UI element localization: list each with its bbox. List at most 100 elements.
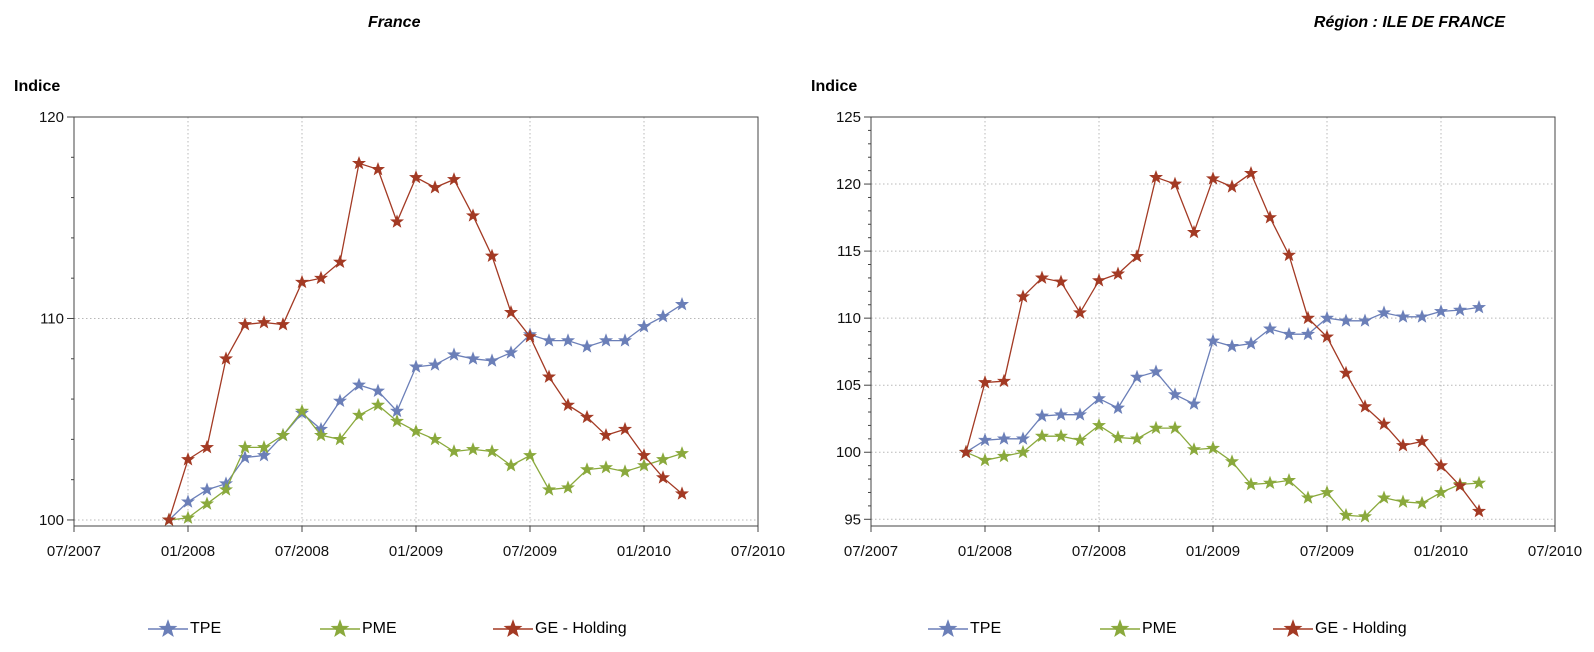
- series-line: [965, 306, 1480, 453]
- data-point: [332, 254, 348, 269]
- data-point: [1471, 475, 1487, 490]
- data-point: [465, 442, 481, 456]
- data-point: [408, 359, 424, 373]
- data-point: [1395, 494, 1411, 508]
- legend-label: PME: [362, 620, 397, 637]
- x-axis: 07/2007 01/2008 07/2008 01/2009 07/2009 01/20…: [47, 526, 785, 560]
- data-point: [1262, 210, 1278, 224]
- data-point: [1433, 458, 1449, 472]
- data-point: [1129, 249, 1145, 263]
- chart-panel-ile-de-france: Région : ILE DE FRANCE Indice 07/2007 01/…: [797, 0, 1594, 652]
- data-point: [275, 317, 291, 331]
- data-point: [977, 375, 993, 389]
- data-point: [1338, 365, 1354, 380]
- data-point: [332, 431, 348, 446]
- data-point: [636, 319, 652, 333]
- series-tpe: [958, 300, 1487, 459]
- data-point: [1167, 420, 1183, 435]
- data-point: [1053, 274, 1069, 288]
- data-point: [1110, 430, 1126, 444]
- data-point: [522, 329, 538, 343]
- legend-label: GE - Holding: [1315, 620, 1407, 637]
- data-point: [1376, 416, 1392, 431]
- data-point: [1357, 399, 1373, 413]
- data-point: [465, 351, 481, 365]
- data-point: [598, 333, 614, 347]
- star-icon: [938, 619, 958, 637]
- x-tick-label: 07/2009: [503, 543, 557, 560]
- data-point: [275, 427, 291, 442]
- star-icon: [1110, 619, 1130, 637]
- data-point: [1395, 438, 1411, 452]
- data-point: [370, 397, 386, 412]
- data-point: [1129, 369, 1145, 384]
- data-point: [256, 448, 272, 462]
- data-point: [560, 480, 576, 494]
- series-ge-holding: [958, 165, 1487, 518]
- data-point: [370, 383, 386, 397]
- data-point: [1414, 309, 1430, 323]
- data-point: [1091, 418, 1107, 432]
- y-tick-label: 120: [39, 109, 64, 126]
- star-icon: [158, 619, 178, 637]
- data-point: [1452, 478, 1468, 492]
- y-tick-label: 125: [836, 109, 861, 126]
- data-point: [617, 333, 633, 347]
- x-tick-label: 01/2010: [617, 543, 671, 560]
- data-point: [446, 347, 462, 361]
- data-point: [1433, 304, 1449, 318]
- data-point: [408, 423, 424, 438]
- data-point: [389, 403, 405, 418]
- data-point: [1167, 176, 1183, 191]
- data-point: [332, 393, 348, 408]
- data-point: [541, 333, 557, 347]
- data-point: [1034, 408, 1050, 423]
- data-point: [674, 297, 690, 311]
- data-point: [579, 409, 595, 424]
- data-point: [351, 407, 367, 422]
- data-point: [1395, 309, 1411, 323]
- y-tick-label: 120: [836, 176, 861, 193]
- series-line: [168, 404, 683, 521]
- data-point: [1224, 454, 1240, 468]
- legend-label: GE - Holding: [535, 620, 627, 637]
- data-point: [408, 170, 424, 184]
- data-point: [1072, 407, 1088, 421]
- data-point: [351, 155, 367, 170]
- data-point: [977, 432, 993, 447]
- data-point: [1034, 270, 1050, 284]
- series-tpe: [161, 297, 690, 526]
- data-point: [1034, 428, 1050, 443]
- data-point: [541, 482, 557, 496]
- data-point: [655, 452, 671, 466]
- data-point: [1376, 490, 1392, 504]
- star-icon: [503, 619, 523, 637]
- data-point: [503, 305, 519, 319]
- data-point: [1300, 310, 1316, 325]
- data-point: [958, 444, 974, 459]
- data-point: [1186, 224, 1202, 239]
- legend-label: TPE: [970, 620, 1002, 637]
- chart-title: Région : ILE DE FRANCE: [1313, 14, 1505, 31]
- data-point: [1224, 179, 1240, 193]
- data-point: [598, 427, 614, 442]
- data-point: [560, 397, 576, 412]
- legend-label: TPE: [190, 620, 222, 637]
- x-tick-label: 01/2008: [958, 543, 1012, 560]
- data-point: [294, 274, 310, 289]
- x-tick-label: 01/2008: [161, 543, 215, 560]
- x-axis: 07/2007 01/2008 07/2008 01/2009 07/2009 01/20…: [844, 526, 1582, 560]
- data-point: [1300, 326, 1316, 341]
- y-axis-label: Indice: [14, 78, 61, 95]
- data-point: [1243, 165, 1259, 180]
- y-tick-label: 110: [40, 310, 64, 327]
- data-point: [237, 450, 253, 464]
- data-point: [1319, 329, 1335, 343]
- data-point: [313, 427, 329, 442]
- x-tick-label: 07/2010: [1528, 543, 1582, 560]
- data-point: [484, 353, 500, 367]
- legend-swatch-tpe: [148, 619, 188, 637]
- data-point: [1262, 475, 1278, 490]
- data-point: [655, 470, 671, 484]
- data-point: [465, 208, 481, 222]
